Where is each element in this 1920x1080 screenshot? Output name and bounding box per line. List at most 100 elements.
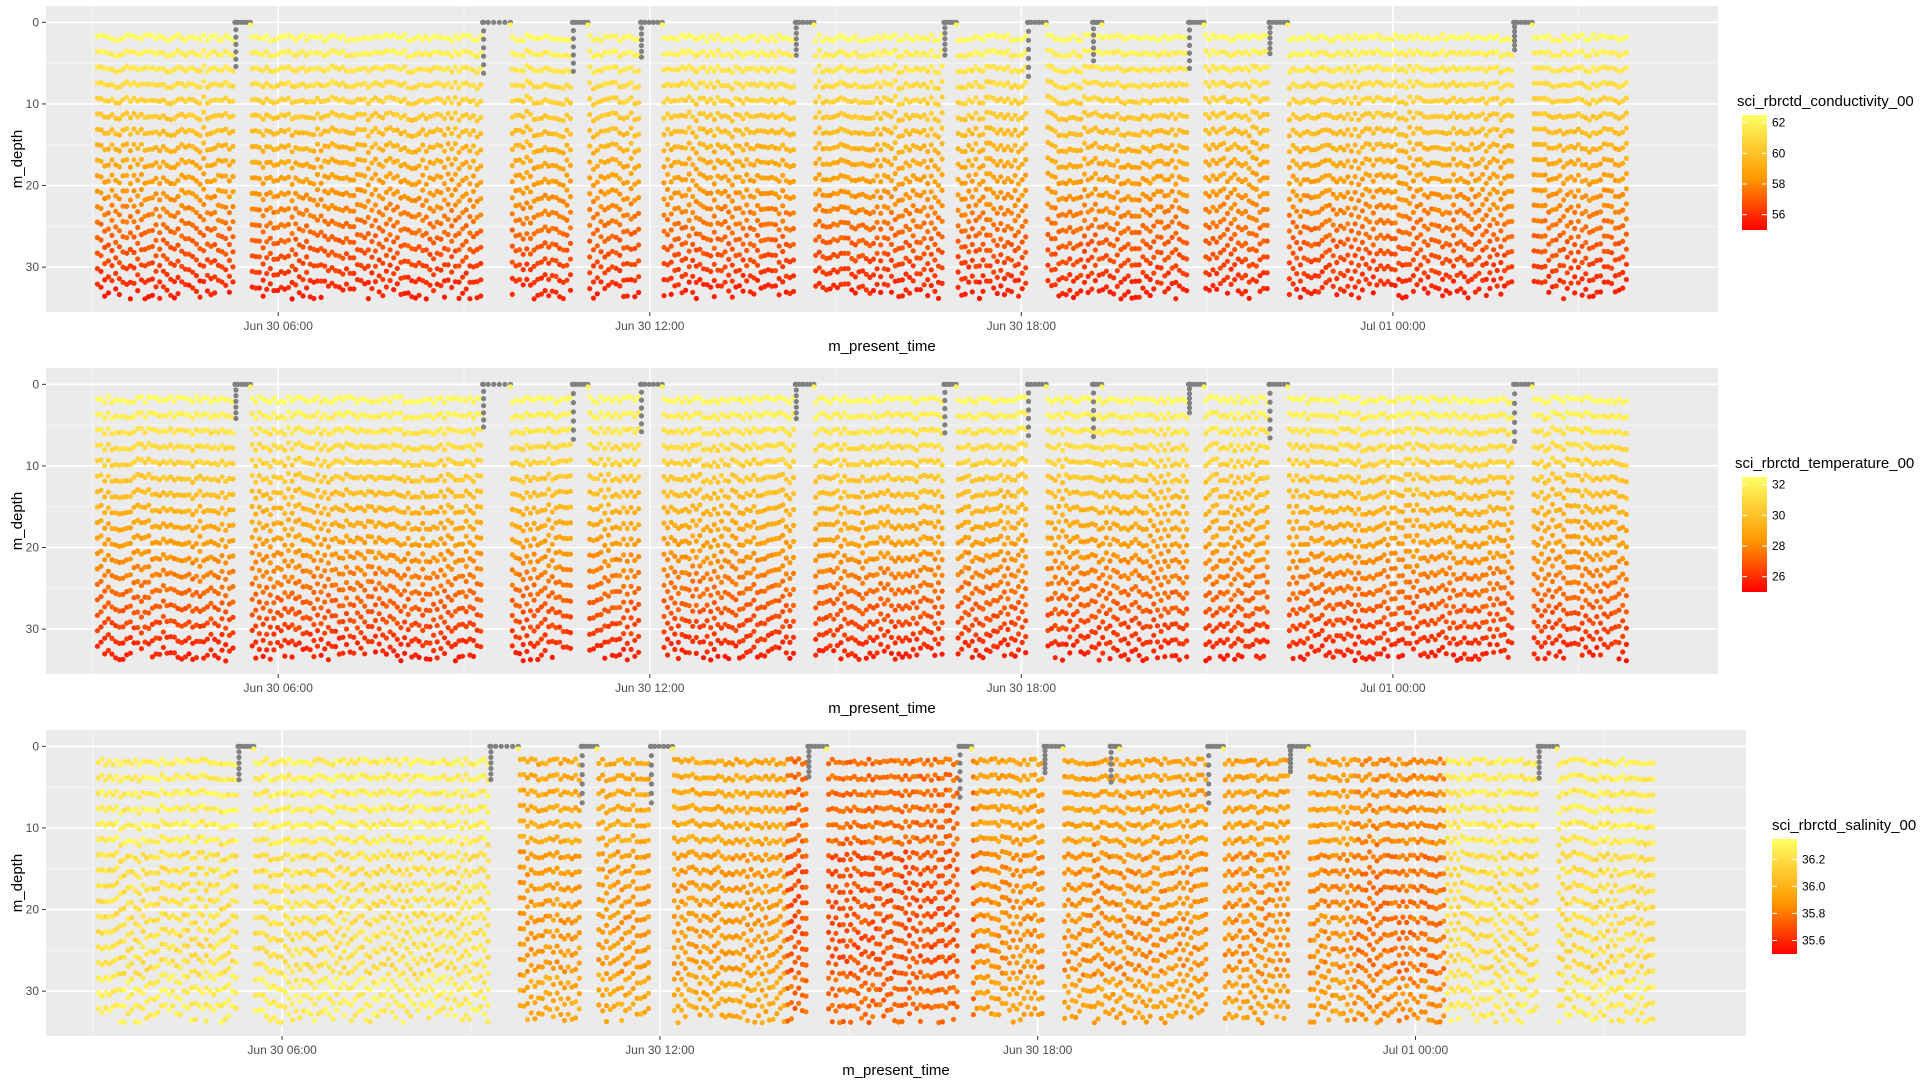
data-point	[1019, 208, 1025, 214]
data-point	[991, 222, 997, 228]
data-point	[153, 129, 159, 135]
data-point	[449, 284, 455, 291]
data-point	[456, 101, 462, 107]
data-point	[598, 264, 604, 270]
data-point	[878, 131, 884, 137]
data-point	[212, 258, 218, 264]
data-point	[939, 156, 945, 162]
data-point	[109, 157, 115, 163]
data-point	[1206, 178, 1212, 184]
data-point	[226, 210, 232, 216]
data-point	[813, 99, 819, 105]
data-point	[665, 217, 671, 223]
data-point	[197, 181, 203, 187]
data-point	[215, 52, 221, 58]
data-point	[197, 197, 203, 203]
data-point	[113, 193, 119, 199]
data-point	[138, 201, 144, 208]
data-point	[362, 127, 368, 133]
data-point	[193, 194, 199, 200]
data-point	[994, 194, 1000, 200]
data-point	[1092, 262, 1098, 268]
data-point	[351, 177, 357, 183]
data-point	[567, 147, 574, 153]
data-point	[1173, 214, 1179, 220]
data-point	[736, 252, 743, 258]
data-point	[1016, 197, 1022, 203]
data-point	[1286, 85, 1292, 91]
data-point	[683, 271, 689, 278]
data-point	[628, 80, 634, 86]
data-point	[387, 186, 393, 192]
data-point	[131, 172, 137, 178]
data-point	[636, 100, 642, 106]
data-point	[736, 236, 743, 242]
data-point	[124, 188, 130, 194]
data-point	[740, 257, 746, 263]
data-point	[175, 258, 181, 264]
data-point	[928, 267, 934, 273]
data-point	[160, 128, 166, 134]
data-point	[1243, 208, 1249, 215]
data-point	[816, 234, 822, 240]
data-point	[693, 134, 699, 140]
data-point	[598, 219, 604, 225]
data-point	[467, 33, 473, 39]
data-point	[708, 96, 714, 102]
data-point	[146, 81, 152, 87]
data-point	[994, 242, 1000, 248]
data-point	[267, 190, 273, 196]
data-point	[751, 178, 757, 184]
data-point	[300, 32, 306, 38]
data-point	[790, 178, 797, 184]
data-point	[445, 262, 451, 268]
data-point	[160, 190, 166, 196]
data-point	[870, 287, 877, 294]
data-point	[1081, 248, 1088, 254]
data-point	[1078, 241, 1084, 247]
data-point	[212, 209, 218, 215]
data-point	[665, 126, 671, 132]
data-point	[387, 155, 393, 161]
data-point	[109, 263, 115, 269]
data-point	[776, 292, 782, 298]
data-point	[190, 144, 196, 150]
data-point	[1103, 268, 1109, 274]
data-point	[478, 196, 484, 202]
data-point	[109, 127, 115, 133]
data-point	[754, 262, 761, 268]
data-point	[362, 157, 368, 164]
data-point	[790, 131, 797, 137]
data-point	[164, 256, 170, 262]
data-point	[668, 291, 674, 297]
data-point	[1243, 240, 1249, 246]
data-point	[1103, 253, 1109, 259]
data-point	[1151, 207, 1157, 213]
data-point	[718, 283, 725, 289]
data-point	[1246, 133, 1252, 139]
data-point	[1052, 143, 1058, 150]
data-point	[1008, 179, 1015, 185]
data-point	[932, 288, 938, 294]
data-point	[527, 204, 534, 210]
data-point	[1214, 192, 1220, 198]
data-point	[816, 94, 822, 100]
data-point	[304, 223, 310, 229]
data-point	[102, 293, 108, 299]
data-point	[693, 85, 699, 91]
data-point	[636, 84, 642, 90]
data-point	[116, 196, 122, 202]
data-point	[463, 238, 469, 245]
data-point	[955, 238, 961, 244]
data-point	[127, 230, 133, 236]
data-point	[109, 112, 115, 118]
data-point	[969, 273, 975, 279]
data-point	[708, 206, 714, 212]
data-point	[1246, 84, 1252, 90]
data-point	[907, 195, 913, 201]
data-point	[1111, 162, 1117, 168]
data-point	[1114, 174, 1120, 180]
data-point	[790, 99, 797, 106]
data-point	[394, 158, 400, 164]
